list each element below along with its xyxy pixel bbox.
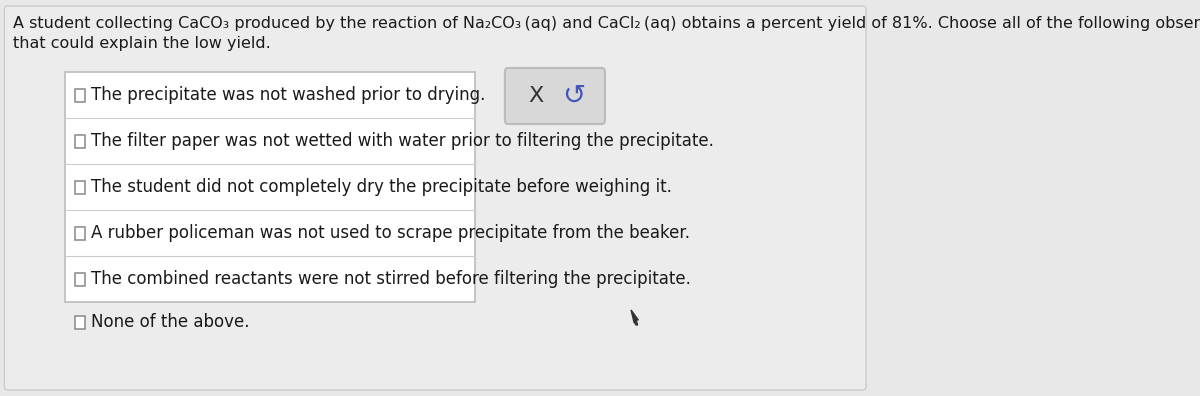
Text: The combined reactants were not stirred before filtering the precipitate.: The combined reactants were not stirred … (91, 270, 691, 288)
Text: X: X (528, 86, 544, 106)
Polygon shape (631, 310, 638, 325)
FancyBboxPatch shape (76, 181, 85, 194)
FancyBboxPatch shape (76, 135, 85, 147)
FancyBboxPatch shape (65, 72, 475, 302)
Text: A student collecting CaCO₃ produced by the reaction of Na₂CO₃ (aq) and CaCl₂ (aq: A student collecting CaCO₃ produced by t… (13, 16, 1200, 31)
FancyBboxPatch shape (76, 272, 85, 286)
Text: The precipitate was not washed prior to drying.: The precipitate was not washed prior to … (91, 86, 486, 104)
Text: ↺: ↺ (562, 82, 586, 110)
Text: The student did not completely dry the precipitate before weighing it.: The student did not completely dry the p… (91, 178, 672, 196)
FancyBboxPatch shape (505, 68, 605, 124)
Text: The filter paper was not wetted with water prior to filtering the precipitate.: The filter paper was not wetted with wat… (91, 132, 714, 150)
FancyBboxPatch shape (76, 88, 85, 101)
FancyBboxPatch shape (76, 227, 85, 240)
Text: that could explain the low yield.: that could explain the low yield. (13, 36, 271, 51)
FancyBboxPatch shape (76, 316, 85, 329)
Text: None of the above.: None of the above. (91, 313, 250, 331)
Text: A rubber policeman was not used to scrape precipitate from the beaker.: A rubber policeman was not used to scrap… (91, 224, 690, 242)
FancyBboxPatch shape (5, 6, 866, 390)
